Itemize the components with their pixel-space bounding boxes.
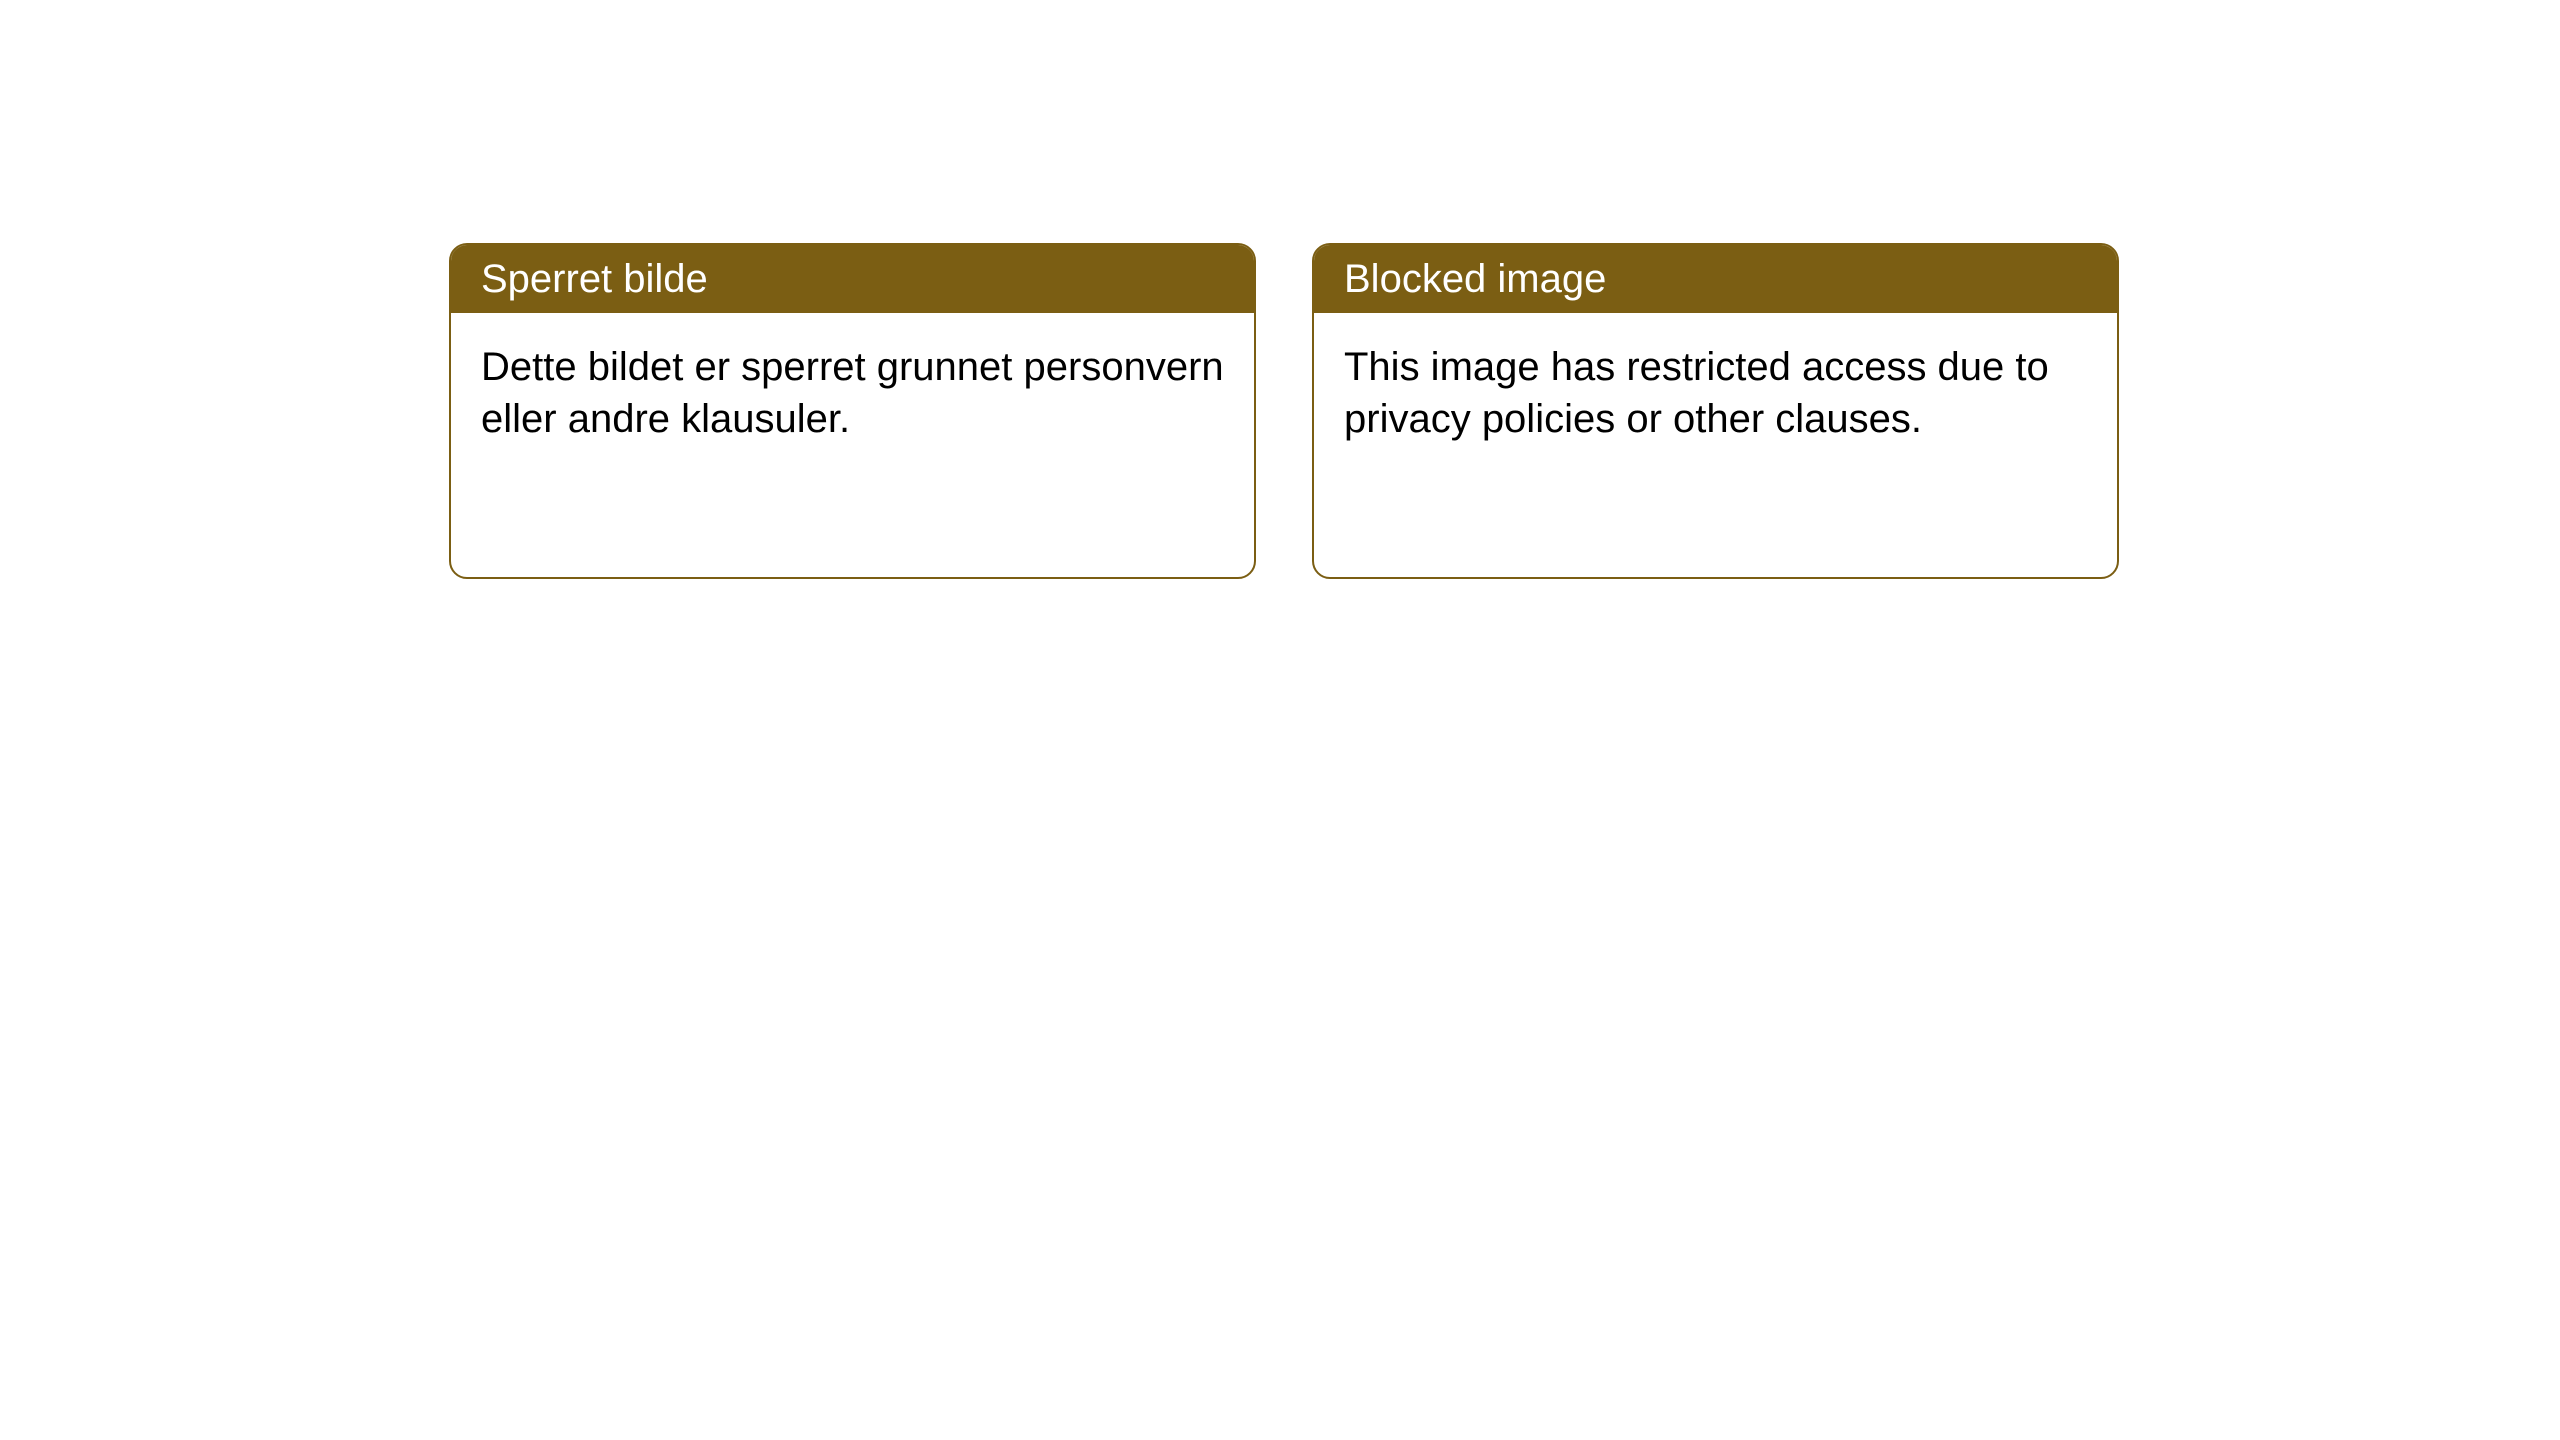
notice-container: Sperret bilde Dette bildet er sperret gr… bbox=[0, 0, 2560, 579]
notice-title: Blocked image bbox=[1344, 257, 1606, 301]
notice-body-text: This image has restricted access due to … bbox=[1344, 345, 2049, 441]
notice-header: Blocked image bbox=[1314, 245, 2117, 313]
notice-card-english: Blocked image This image has restricted … bbox=[1312, 243, 2119, 579]
notice-body-text: Dette bildet er sperret grunnet personve… bbox=[481, 345, 1224, 441]
notice-title: Sperret bilde bbox=[481, 257, 708, 301]
notice-body: This image has restricted access due to … bbox=[1314, 313, 2117, 577]
notice-header: Sperret bilde bbox=[451, 245, 1254, 313]
notice-card-norwegian: Sperret bilde Dette bildet er sperret gr… bbox=[449, 243, 1256, 579]
notice-body: Dette bildet er sperret grunnet personve… bbox=[451, 313, 1254, 577]
